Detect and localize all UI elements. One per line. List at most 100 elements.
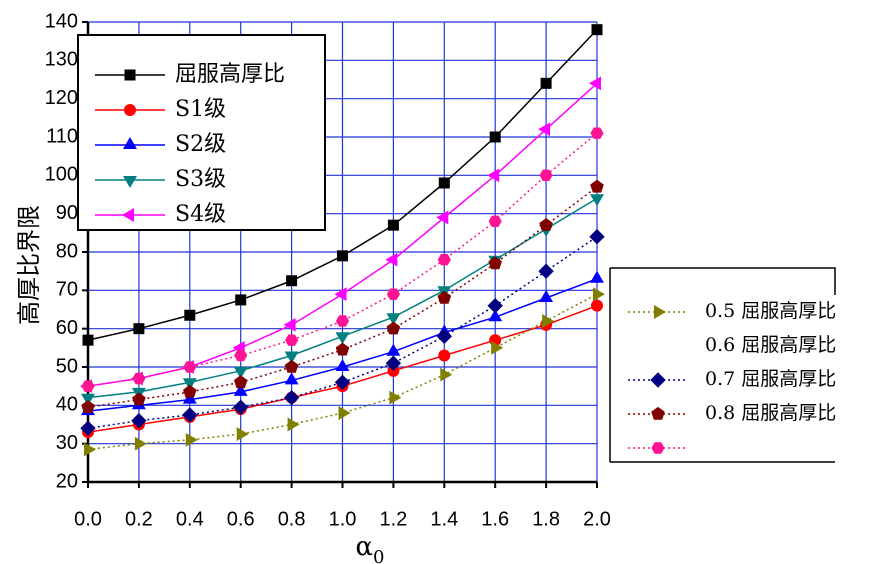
data-point <box>386 343 401 356</box>
data-point <box>588 76 601 91</box>
data-point <box>183 361 197 373</box>
data-point <box>183 384 197 398</box>
data-point <box>438 349 451 362</box>
legend-label: S2级 <box>175 132 226 157</box>
legend-marker <box>122 208 134 222</box>
data-point <box>284 372 299 385</box>
y-tick-label: 70 <box>56 279 78 301</box>
data-point <box>539 290 554 302</box>
legend-label: 0.5 屈服高厚比 <box>705 300 836 322</box>
x-tick-label: 0.8 <box>278 508 306 530</box>
legend-label: 屈服高厚比 <box>175 62 285 87</box>
data-point <box>132 372 146 385</box>
y-tick-label: 100 <box>45 164 78 186</box>
legend-label: S4级 <box>175 202 226 227</box>
data-point <box>284 351 299 364</box>
y-tick-label: 110 <box>46 125 78 147</box>
data-point <box>591 299 603 312</box>
data-point <box>491 340 504 355</box>
data-point <box>389 390 402 405</box>
series-line <box>87 236 598 430</box>
series-line <box>87 293 598 451</box>
data-point <box>335 332 350 345</box>
data-point <box>440 367 453 382</box>
y-tick-label: 40 <box>56 394 78 416</box>
legend-label: 0.8 屈服高厚比 <box>705 402 836 424</box>
data-point <box>337 250 348 262</box>
data-point <box>235 294 247 306</box>
data-point <box>334 287 347 302</box>
data-point <box>81 393 95 406</box>
x-axis-symbol: α <box>355 532 373 562</box>
data-point <box>488 256 502 270</box>
data-point <box>134 436 147 451</box>
data-point <box>488 309 503 322</box>
data-point <box>185 432 198 447</box>
legend-label: S3级 <box>175 167 226 192</box>
data-point <box>84 442 97 457</box>
data-point <box>436 210 449 225</box>
x-tick-label: 0.6 <box>227 508 255 530</box>
x-tick-label: 1.2 <box>379 508 407 530</box>
legend-label: 0.6 屈服高厚比 <box>705 334 836 356</box>
data-point <box>131 412 147 429</box>
x-tick-label: 0.0 <box>74 508 102 530</box>
y-tick-label: 80 <box>56 240 78 262</box>
data-point <box>487 297 503 314</box>
data-point <box>487 168 500 183</box>
legend-box <box>77 34 326 231</box>
data-point <box>132 392 146 406</box>
data-point <box>591 24 603 36</box>
legend-box <box>609 267 836 463</box>
x-tick-label: 1.4 <box>430 508 458 530</box>
y-tick-label: 60 <box>56 317 78 339</box>
data-point <box>182 378 197 391</box>
data-point <box>335 359 350 371</box>
data-point <box>593 287 606 302</box>
legend-marker <box>123 176 137 188</box>
legend-marker <box>124 104 136 116</box>
x-tick-label: 1.8 <box>532 508 560 530</box>
x-axis-subscript: 0 <box>373 547 384 564</box>
y-tick-label: 130 <box>45 49 78 71</box>
data-point <box>590 194 604 207</box>
y-tick-label: 50 <box>56 355 78 377</box>
data-point <box>386 288 400 300</box>
data-point <box>538 122 551 137</box>
data-point <box>589 228 605 245</box>
data-point <box>184 309 196 321</box>
data-point <box>82 334 94 346</box>
data-point <box>182 407 198 423</box>
data-point <box>334 374 351 391</box>
data-point <box>133 323 145 335</box>
data-point <box>284 359 299 373</box>
data-point <box>233 375 248 389</box>
data-point <box>590 179 604 193</box>
data-point <box>81 400 95 413</box>
x-tick-label: 0.4 <box>176 508 204 530</box>
legend-label: 0.7 屈服高厚比 <box>705 368 836 390</box>
data-point <box>233 383 248 396</box>
data-point <box>539 169 553 181</box>
data-point <box>80 420 96 437</box>
data-point <box>590 270 604 283</box>
legend-marker <box>651 442 665 454</box>
data-point <box>387 219 399 231</box>
legend-marker <box>654 305 666 319</box>
y-tick-label: 90 <box>56 202 78 224</box>
y-tick-label: 120 <box>45 87 78 109</box>
x-axis-label: α0 <box>355 532 384 564</box>
data-point <box>234 349 248 362</box>
legend-label: S1级 <box>175 97 226 122</box>
data-point <box>386 313 401 326</box>
x-tick-label: 2.0 <box>583 508 611 530</box>
data-point <box>590 127 604 139</box>
data-point <box>335 342 350 356</box>
data-point <box>437 290 452 304</box>
data-point <box>236 427 249 441</box>
y-axis-label: 高厚比界限 <box>15 205 43 325</box>
legend-marker <box>650 372 666 388</box>
x-tick-label: 1.0 <box>329 508 357 530</box>
